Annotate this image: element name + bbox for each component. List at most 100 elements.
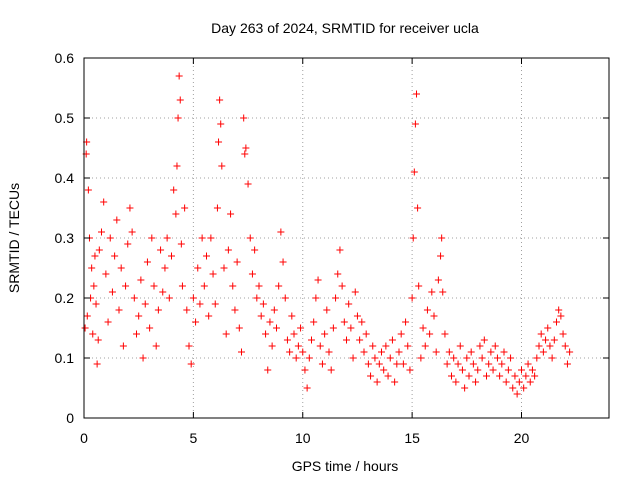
data-point [314,276,322,284]
data-point [318,360,326,368]
data-point [281,294,289,302]
data-point [450,354,458,362]
data-point [264,366,272,374]
data-point [539,348,547,356]
data-point [288,312,296,320]
data-point [122,282,130,290]
data-point [338,282,346,290]
y-axis-title: SRMTID / TECUs [6,183,22,293]
y-tick-label: 0.5 [55,110,75,126]
data-point [165,294,173,302]
data-point [227,210,235,218]
data-point [441,330,449,338]
data-point [548,354,556,362]
data-point [222,330,230,338]
data-point [472,378,480,386]
data-point [566,348,574,356]
data-point [150,282,158,290]
data-point [286,348,294,356]
data-point [128,228,136,236]
data-point [454,360,462,368]
data-point [229,282,237,290]
data-point [334,270,342,278]
data-point [173,162,181,170]
y-tick-label: 0.6 [55,50,75,66]
data-point [487,348,495,356]
data-point [345,300,353,308]
data-point [415,282,423,290]
data-point [255,282,263,290]
data-point [175,72,183,80]
data-point [428,288,436,296]
data-point [360,348,368,356]
data-point [430,312,438,320]
data-point [259,300,267,308]
data-point [89,330,97,338]
data-point [467,348,475,356]
data-point [192,318,200,326]
data-point [386,354,394,362]
data-point [299,348,307,356]
data-point [172,210,180,218]
data-point [478,354,486,362]
data-point [555,306,563,314]
data-point [343,336,350,344]
data-point [351,288,359,296]
data-point [152,342,160,350]
data-point [469,360,477,368]
data-point [277,228,285,236]
data-point [504,366,512,374]
data-point [544,324,552,332]
data-point [213,204,221,212]
data-point [253,294,261,302]
data-points [81,72,574,398]
data-point [168,252,175,260]
data-point [94,336,102,344]
data-point [522,372,530,380]
data-point [220,264,228,272]
data-point [84,186,92,194]
data-point [437,252,445,260]
data-point [397,330,405,338]
data-point [524,360,532,368]
x-tick-label: 0 [80,430,88,446]
data-point [380,366,388,374]
data-point [393,360,401,368]
data-point [143,258,151,266]
data-point [217,120,225,128]
data-point [483,372,490,380]
data-point [456,342,464,350]
data-point [108,288,116,296]
data-point [474,366,482,374]
x-tick-label: 10 [295,430,311,446]
data-point [100,198,108,206]
data-point [533,354,541,362]
data-point [161,264,169,272]
data-point [553,318,560,326]
data-point [92,300,100,308]
data-point [211,300,219,308]
data-point [432,348,440,356]
data-point [364,360,372,368]
data-point [185,342,193,350]
data-point [463,354,471,362]
data-point [526,378,534,386]
data-point [139,354,147,362]
data-point [382,342,390,350]
data-point [104,318,112,326]
data-point [218,162,226,170]
data-point [476,342,484,350]
data-point [458,366,466,374]
data-point [367,372,375,380]
data-point [106,234,114,242]
data-point [244,180,252,188]
data-point [496,372,504,380]
data-point [279,258,287,266]
data-point [177,240,185,248]
data-point [257,312,265,320]
data-point [411,120,419,128]
data-point [452,378,460,386]
data-point [413,90,420,98]
data-point [563,360,571,368]
